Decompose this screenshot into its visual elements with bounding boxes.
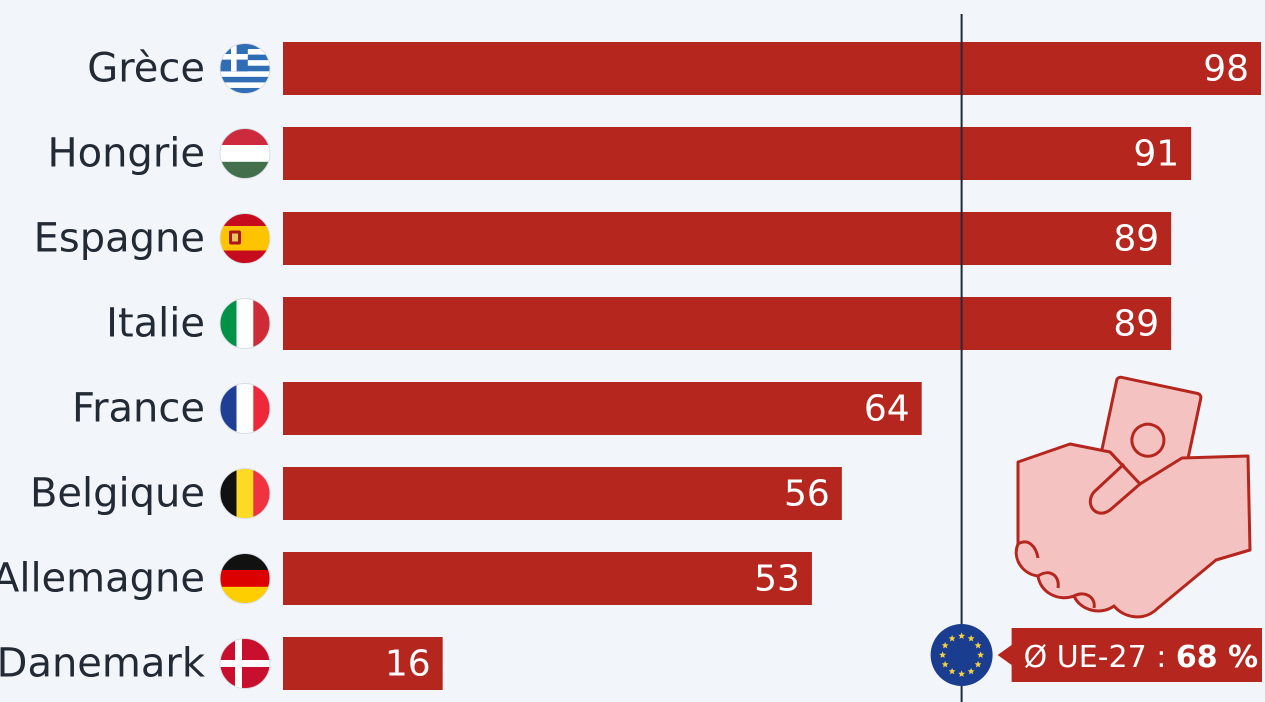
bar bbox=[283, 382, 922, 435]
eu-average-marker: Ø UE-27 : 68 % bbox=[930, 624, 1262, 686]
eu-average-label-box bbox=[997, 628, 1262, 682]
hungary-flag-icon bbox=[219, 128, 271, 179]
category-label: Italie bbox=[106, 301, 205, 347]
category-label: Allemagne bbox=[0, 556, 205, 602]
flags-group bbox=[219, 43, 271, 689]
eu-stars bbox=[939, 632, 985, 677]
value-label: 56 bbox=[784, 474, 830, 515]
category-label: Hongrie bbox=[48, 131, 205, 177]
value-label: 98 bbox=[1203, 49, 1249, 90]
category-label: France bbox=[72, 386, 205, 432]
greece-flag-icon bbox=[219, 43, 271, 94]
italy-flag-icon bbox=[219, 298, 271, 349]
eu-flag-icon bbox=[930, 624, 993, 686]
eu-average-label-prefix: Ø UE-27 : bbox=[1024, 640, 1176, 675]
category-labels: Grèce Hongrie Espagne Italie France Belgique A… bbox=[0, 46, 206, 687]
category-label: Belgique bbox=[30, 471, 205, 517]
bar bbox=[283, 552, 812, 605]
value-label: 89 bbox=[1113, 304, 1159, 345]
bar bbox=[283, 297, 1172, 350]
germany-flag-icon bbox=[219, 553, 271, 604]
value-label: 16 bbox=[385, 644, 431, 685]
france-flag-icon bbox=[219, 383, 271, 434]
value-label: 91 bbox=[1133, 134, 1179, 175]
category-label: Espagne bbox=[34, 216, 205, 262]
denmark-flag-icon bbox=[219, 638, 271, 689]
belgium-flag-icon bbox=[219, 468, 271, 519]
value-label: 64 bbox=[864, 389, 910, 430]
bar bbox=[283, 212, 1172, 265]
bar bbox=[283, 467, 842, 520]
bar bbox=[283, 127, 1192, 180]
category-label: Grèce bbox=[87, 46, 205, 92]
bar bbox=[283, 42, 1261, 95]
eu-average-label-value: 68 % bbox=[1176, 640, 1258, 675]
category-label: Danemark bbox=[0, 641, 206, 687]
bars-group bbox=[283, 42, 1261, 690]
spain-flag-icon bbox=[219, 213, 271, 264]
handshake-money-icon bbox=[1014, 375, 1252, 619]
value-label: 53 bbox=[754, 559, 800, 600]
eu-average-label: Ø UE-27 : 68 % bbox=[1024, 640, 1259, 675]
value-labels: 98 91 89 89 64 56 53 16 bbox=[385, 49, 1249, 685]
value-label: 89 bbox=[1113, 219, 1159, 260]
bar bbox=[283, 637, 443, 690]
